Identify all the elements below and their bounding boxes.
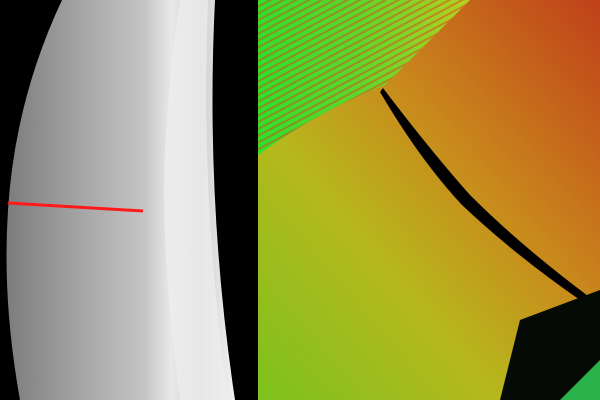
panel-divider [255, 0, 258, 400]
green-corner [560, 360, 600, 400]
depth-map-panel [0, 0, 256, 400]
dark-corner [500, 290, 600, 400]
measurement-line [7, 201, 144, 213]
bright-ridge [164, 0, 228, 400]
point-cloud-panel [258, 0, 600, 400]
